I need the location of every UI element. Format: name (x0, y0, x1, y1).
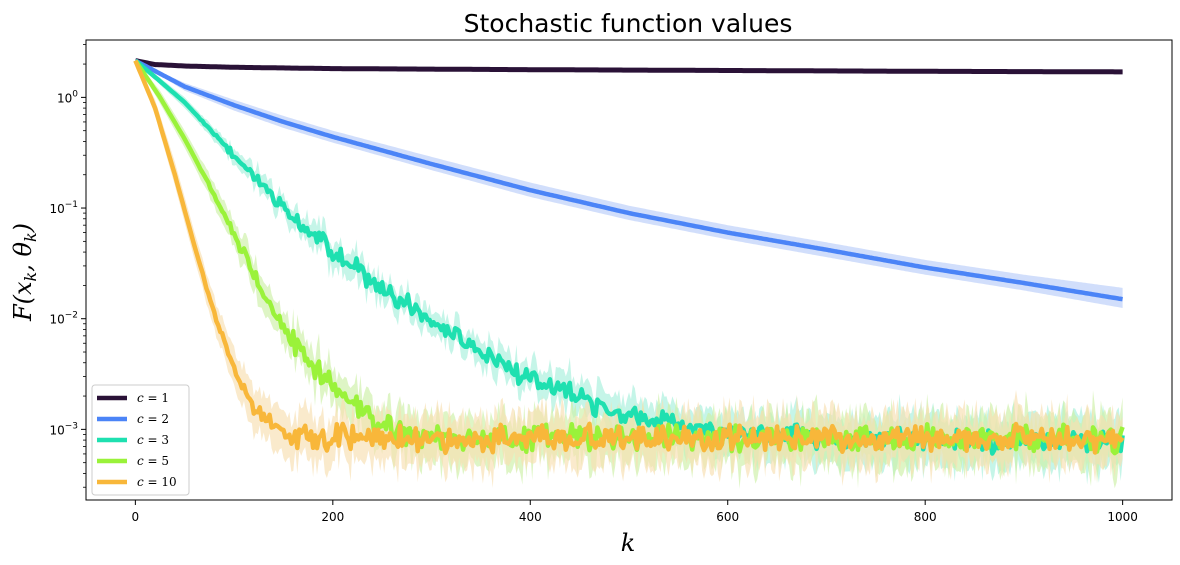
legend-label-3: c = 3 (137, 433, 169, 447)
y-tick-label: 10−3 (49, 421, 78, 437)
x-tick-label: 0 (132, 510, 140, 524)
y-axis-label: F(xk, θk) (9, 223, 40, 322)
legend-label-5: c = 10 (137, 475, 177, 489)
y-label-x-sub: k (21, 272, 40, 282)
legend-box (91, 384, 190, 496)
x-tick-label: 600 (716, 510, 739, 524)
y-tick-label: 100 (57, 89, 78, 105)
line-series-5 (133, 59, 1125, 456)
line-series-1 (134, 58, 1124, 75)
plot-frame (85, 39, 1173, 501)
y-tick-label: 10−1 (49, 200, 78, 216)
y-label-close: ) (9, 223, 37, 233)
y-label-sep: , (9, 257, 37, 272)
x-axis: 0 200 400 600 800 1000 (132, 500, 1138, 524)
y-tick-label: 10−2 (49, 311, 78, 327)
legend-label-4: c = 5 (137, 454, 169, 468)
y-label-x: x (9, 281, 37, 295)
series-lines (133, 58, 1125, 456)
x-axis-label: k (621, 529, 636, 557)
y-label-theta-sub: k (21, 232, 40, 242)
legend-label-1: c = 1 (137, 391, 169, 405)
x-tick-label: 800 (914, 510, 937, 524)
chart-title: Stochastic function values (464, 9, 793, 38)
legend-label-2: c = 2 (137, 412, 169, 426)
y-label-theta: θ (9, 242, 37, 257)
x-tick-label: 400 (519, 510, 542, 524)
legend: c = 1 c = 2 c = 3 c = 5 c = 10 (91, 384, 190, 496)
y-axis: 10−3 10−2 10−1 100 (49, 44, 86, 488)
y-label-f: F( (9, 294, 37, 322)
x-tick-label: 1000 (1107, 510, 1138, 524)
x-tick-label: 200 (321, 510, 344, 524)
line-series-2 (134, 58, 1123, 302)
band-series-5 (135, 60, 1123, 489)
